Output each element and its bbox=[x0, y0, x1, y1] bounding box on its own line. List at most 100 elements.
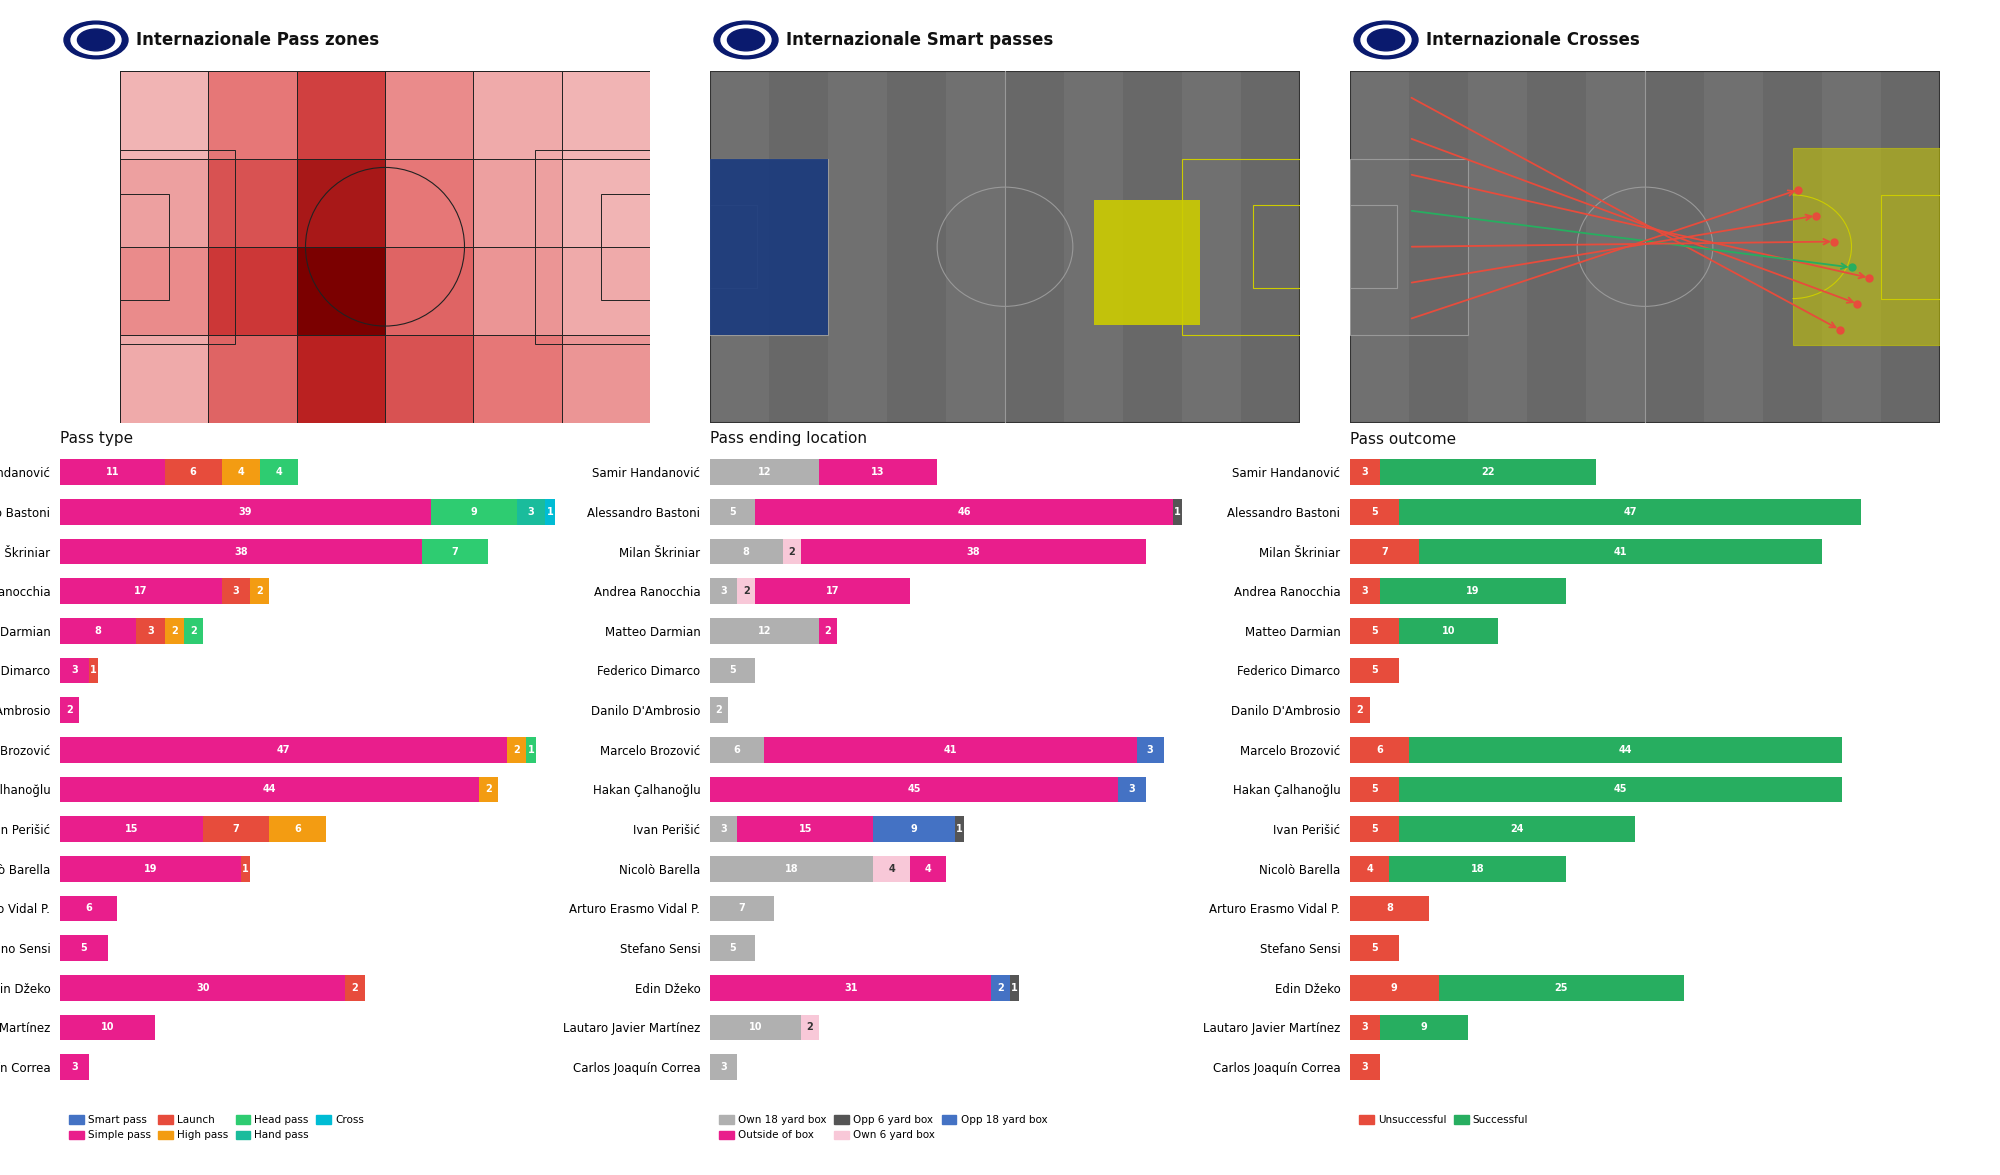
Text: 44: 44 bbox=[1618, 745, 1632, 754]
Bar bbox=[60, 895, 118, 921]
Bar bbox=[710, 1014, 800, 1040]
Text: 30: 30 bbox=[196, 982, 210, 993]
Text: 2: 2 bbox=[998, 982, 1004, 993]
Text: 4: 4 bbox=[924, 864, 932, 874]
Bar bbox=[1350, 159, 1468, 335]
Bar bbox=[208, 247, 296, 335]
Bar bbox=[710, 777, 1118, 803]
Text: 3: 3 bbox=[720, 1062, 726, 1072]
Bar bbox=[60, 777, 478, 803]
Text: 3: 3 bbox=[1128, 785, 1136, 794]
Bar bbox=[296, 335, 384, 423]
Text: 2: 2 bbox=[484, 785, 492, 794]
Bar bbox=[738, 578, 756, 604]
Text: 13: 13 bbox=[872, 468, 884, 477]
Text: 3: 3 bbox=[1362, 1022, 1368, 1033]
Bar bbox=[1350, 459, 1380, 485]
Bar bbox=[1418, 538, 1822, 564]
Text: 3: 3 bbox=[70, 665, 78, 676]
Legend: Unsuccessful, Successful: Unsuccessful, Successful bbox=[1356, 1112, 1532, 1129]
Text: 9: 9 bbox=[470, 506, 478, 517]
Bar bbox=[756, 499, 1172, 525]
Bar bbox=[818, 618, 838, 644]
Bar bbox=[1350, 895, 1428, 921]
Bar bbox=[164, 618, 184, 644]
Bar bbox=[710, 70, 768, 423]
Bar bbox=[874, 817, 956, 842]
Text: 2: 2 bbox=[352, 982, 358, 993]
Text: 7: 7 bbox=[738, 904, 746, 913]
Bar bbox=[474, 335, 562, 423]
Bar bbox=[1350, 777, 1400, 803]
Bar bbox=[888, 70, 946, 423]
Bar bbox=[910, 855, 946, 881]
Text: 2: 2 bbox=[742, 586, 750, 596]
Bar bbox=[536, 150, 650, 343]
Bar bbox=[136, 618, 164, 644]
Text: 6: 6 bbox=[294, 824, 302, 834]
Bar bbox=[1182, 70, 1240, 423]
Bar bbox=[710, 499, 756, 525]
Text: 41: 41 bbox=[944, 745, 958, 754]
Bar bbox=[710, 206, 758, 288]
Text: 2: 2 bbox=[788, 546, 796, 557]
Bar bbox=[1380, 1014, 1468, 1040]
Text: 1: 1 bbox=[242, 864, 248, 874]
Text: 3: 3 bbox=[70, 1062, 78, 1072]
Bar bbox=[562, 247, 650, 335]
Bar bbox=[422, 538, 488, 564]
Text: 8: 8 bbox=[94, 626, 102, 636]
Bar bbox=[384, 335, 474, 423]
Text: 41: 41 bbox=[1614, 546, 1628, 557]
Bar bbox=[1118, 777, 1146, 803]
Text: 7: 7 bbox=[452, 546, 458, 557]
Bar bbox=[474, 159, 562, 247]
Text: 45: 45 bbox=[908, 785, 920, 794]
Bar bbox=[240, 855, 250, 881]
Bar bbox=[710, 895, 774, 921]
Bar bbox=[1468, 70, 1528, 423]
Bar bbox=[120, 335, 208, 423]
Text: 24: 24 bbox=[1510, 824, 1524, 834]
Text: 5: 5 bbox=[1372, 506, 1378, 517]
Bar bbox=[202, 817, 270, 842]
Text: 38: 38 bbox=[966, 546, 980, 557]
Bar bbox=[874, 855, 910, 881]
Bar bbox=[474, 247, 562, 335]
Bar bbox=[1350, 817, 1400, 842]
Bar bbox=[1400, 499, 1862, 525]
Bar bbox=[270, 817, 326, 842]
Bar bbox=[1350, 538, 1418, 564]
Bar bbox=[184, 618, 202, 644]
Bar bbox=[1822, 70, 1880, 423]
Bar bbox=[710, 459, 818, 485]
Bar bbox=[1380, 578, 1566, 604]
Text: 5: 5 bbox=[80, 944, 88, 953]
Text: 7: 7 bbox=[1382, 546, 1388, 557]
Text: Pass type: Pass type bbox=[60, 431, 134, 446]
Bar bbox=[710, 697, 728, 723]
Bar bbox=[1880, 70, 1940, 423]
Text: 5: 5 bbox=[730, 944, 736, 953]
Bar bbox=[208, 70, 296, 159]
Text: 31: 31 bbox=[844, 982, 858, 993]
Bar bbox=[800, 1014, 818, 1040]
Bar bbox=[1350, 1054, 1380, 1080]
Text: 7: 7 bbox=[232, 824, 240, 834]
Text: 3: 3 bbox=[148, 626, 154, 636]
Bar bbox=[710, 1054, 738, 1080]
Bar bbox=[782, 538, 800, 564]
Text: 8: 8 bbox=[1386, 904, 1392, 913]
Legend: Smart pass, Simple pass, Launch, High pass, Head pass, Hand pass, Cross: Smart pass, Simple pass, Launch, High pa… bbox=[66, 1112, 368, 1144]
Text: 2: 2 bbox=[190, 626, 196, 636]
Bar bbox=[710, 855, 874, 881]
Text: 22: 22 bbox=[1480, 468, 1494, 477]
Text: 10: 10 bbox=[100, 1022, 114, 1033]
Bar bbox=[602, 194, 650, 300]
Bar bbox=[1350, 578, 1380, 604]
Bar bbox=[1350, 697, 1370, 723]
Bar bbox=[1094, 200, 1200, 324]
Text: 3: 3 bbox=[1146, 745, 1154, 754]
Bar bbox=[1172, 499, 1182, 525]
Text: 2: 2 bbox=[66, 705, 72, 716]
